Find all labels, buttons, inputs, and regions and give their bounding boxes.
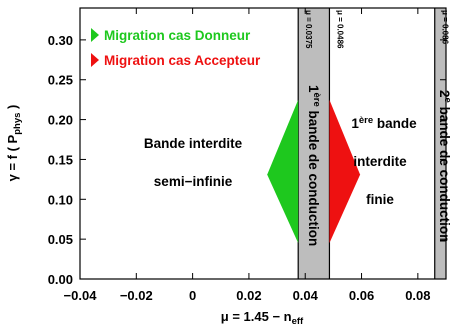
mu-marker-0375: μ = 0.0375 <box>304 10 313 49</box>
x-tick-label-5: 0.06 <box>349 288 374 303</box>
x-tick-label-1: −0.02 <box>120 288 153 303</box>
mu-marker-086: μ = 0.086 <box>441 10 450 45</box>
band-2-title: 2e bande de conduction <box>437 90 452 242</box>
region-semi-infinite-line-1: Bande interdite <box>144 136 243 151</box>
y-axis-label: γ = f ( Pphys ) <box>5 105 23 182</box>
conduction-band-2 <box>434 8 446 279</box>
region-finite-line-1: 1ère bande <box>351 115 417 131</box>
band-1-title: 1ère bande de conduction <box>306 85 322 246</box>
series-layer <box>267 99 361 244</box>
x-axis-label: μ = 1.45 − neff <box>221 309 304 327</box>
legend-marker-1 <box>91 28 99 42</box>
region-semi-infinite-line-2: semi−infinie <box>154 174 233 189</box>
x-tick-label-2: 0 <box>189 288 196 303</box>
bands-layer <box>297 8 446 279</box>
axes-layer: −0.04 −0.02 0 0.02 0.04 0.06 0.08 0.00 0.05 0.10 0… <box>5 7 447 327</box>
x-tick-label-0: −0.04 <box>64 288 98 303</box>
migration-polygon-1 <box>267 99 299 244</box>
y-tick-label-4: 0.20 <box>48 113 73 128</box>
x-tick-label-3: 0.02 <box>236 288 261 303</box>
y-tick-label-0: 0.00 <box>48 272 73 287</box>
x-tick-label-6: 0.08 <box>405 288 430 303</box>
y-tick-label-2: 0.10 <box>48 192 73 207</box>
legend-label-2: Migration cas Accepteur <box>104 53 261 68</box>
migration-polygon-2 <box>329 99 361 244</box>
y-tick-label-6: 0.30 <box>48 33 73 48</box>
plot-frame <box>79 7 447 280</box>
legend-label-1: Migration cas Donneur <box>104 28 251 43</box>
text-layer: μ = 0.0375 μ = 0.0486 μ = 0.086 1ère bande … <box>91 10 452 246</box>
y-tick-label-5: 0.25 <box>48 73 73 88</box>
y-tick-label-3: 0.15 <box>48 152 73 167</box>
conduction-band-1 <box>298 8 330 279</box>
y-tick-label-1: 0.05 <box>48 232 73 247</box>
legend-marker-2 <box>91 53 99 67</box>
region-finite-line-3: finie <box>366 192 394 207</box>
mu-marker-0486: μ = 0.0486 <box>335 10 344 49</box>
region-finite-line-2: interdite <box>353 154 407 169</box>
x-tick-label-4: 0.04 <box>293 288 319 303</box>
